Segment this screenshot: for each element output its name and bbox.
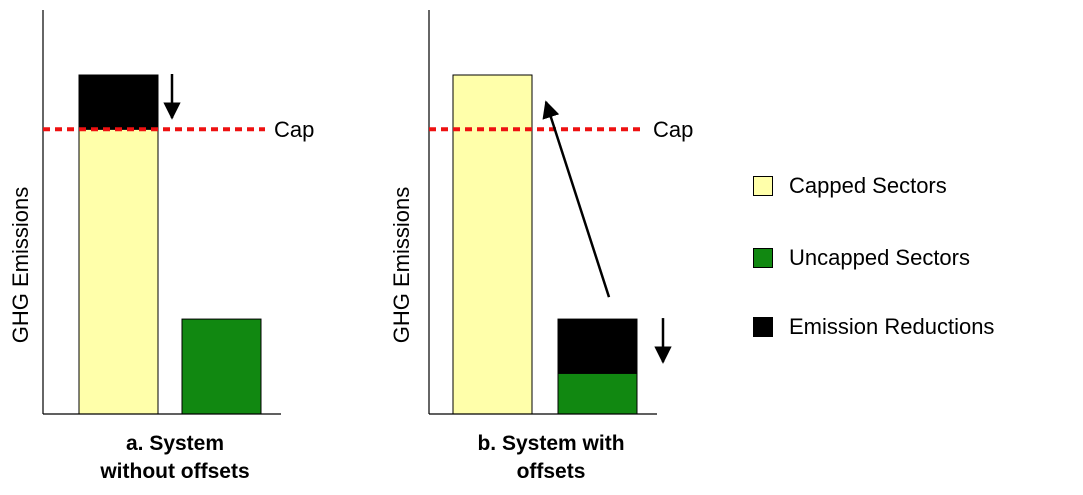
panel-title-line: offsets — [517, 460, 586, 483]
y-axis-label: GHG Emissions — [389, 187, 414, 343]
y-axis-label: GHG Emissions — [8, 187, 33, 343]
legend-swatch-uncapped — [753, 248, 773, 268]
bar-uncapped-sectors — [557, 372, 638, 415]
panel-title-line: a. System — [126, 432, 224, 455]
legend-label-capped: Capped Sectors — [789, 173, 947, 198]
bar-capped-sectors — [78, 128, 159, 415]
legend-swatch-reductions — [753, 317, 773, 337]
offset-transfer-arrow — [542, 100, 611, 298]
bar-emission-reductions — [78, 74, 159, 130]
cap-label: Cap — [653, 117, 693, 142]
legend: Capped Sectors Uncapped Sectors Emission… — [753, 0, 1083, 495]
legend-label-reductions: Emission Reductions — [789, 314, 995, 339]
bar-uncapped-sectors — [181, 318, 262, 415]
panel-title-line: b. System with — [477, 432, 624, 455]
legend-item-reductions: Emission Reductions — [753, 314, 995, 339]
legend-item-uncapped: Uncapped Sectors — [753, 245, 970, 270]
legend-item-capped: Capped Sectors — [753, 173, 947, 198]
legend-label-uncapped: Uncapped Sectors — [789, 245, 970, 270]
bar-emission-reductions — [557, 318, 638, 374]
cap-label: Cap — [274, 117, 314, 142]
legend-swatch-capped — [753, 176, 773, 196]
bar-capped-sectors — [452, 74, 533, 415]
panel-title-line: without offsets — [99, 460, 249, 483]
